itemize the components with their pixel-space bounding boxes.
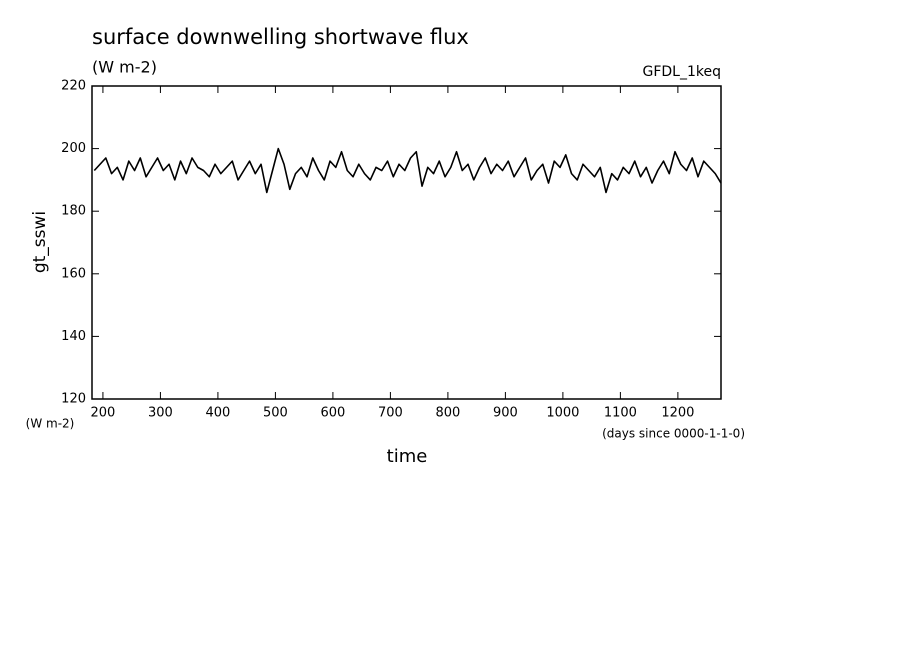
x-tick-label: 1100 [604, 406, 637, 421]
y-axis-units: (W m-2) [26, 417, 75, 431]
chart-title: surface downwelling shortwave flux [92, 25, 469, 49]
plot-frame [91, 85, 722, 400]
x-tick-label: 700 [378, 406, 403, 421]
x-tick-label: 200 [91, 406, 116, 421]
x-tick-label: 1000 [546, 406, 579, 421]
x-tick-label: 1200 [661, 406, 694, 421]
x-tick-label: 900 [493, 406, 518, 421]
y-tick-label: 200 [61, 141, 86, 156]
x-tick-label: 500 [263, 406, 288, 421]
x-axis-units: (days since 0000-1-1-0) [602, 427, 745, 441]
data-line [93, 147, 722, 194]
chart-subtitle: (W m-2) [92, 58, 157, 77]
x-tick-label: 800 [435, 406, 460, 421]
x-axis-label: time [387, 446, 428, 467]
y-axis-label: gt_sswi [30, 211, 50, 273]
y-tick-label: 140 [61, 329, 86, 344]
x-tick-label: 600 [320, 406, 345, 421]
y-tick-label: 120 [61, 392, 86, 407]
y-tick-label: 160 [61, 266, 86, 281]
y-tick-label: 220 [61, 79, 86, 94]
x-tick-label: 400 [206, 406, 231, 421]
x-tick-label: 300 [148, 406, 173, 421]
y-tick-label: 180 [61, 204, 86, 219]
annotation: GFDL_1keq [643, 64, 722, 80]
